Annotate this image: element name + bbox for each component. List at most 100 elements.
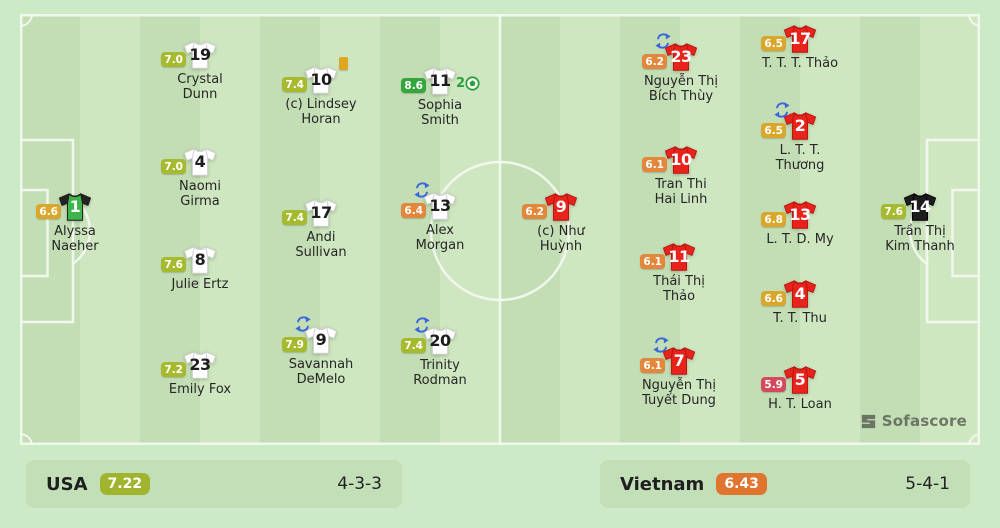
player-marker[interactable]: 13 6.8 L. T. D. My [734,200,866,247]
player-marker[interactable]: 20 7.4 Trinity Rodman [374,317,506,388]
player-marker[interactable]: 17 7.4 Andi Sullivan [255,198,387,260]
jersey-icon [664,146,698,174]
player-marker[interactable]: 4 6.6 T. T. Thu [734,279,866,326]
player-marker[interactable]: 5 5.9 H. T. Loan [734,365,866,412]
player-rating-badge: 6.4 [401,203,426,218]
jersey-icon [662,243,696,271]
player-name: Julie Ertz [171,277,229,292]
player-name: Trần Thị Kim Thanh [885,224,955,254]
substitution-icon-wrap [653,337,669,357]
player-marker[interactable]: 8 7.6 Julie Ertz [134,245,266,292]
jersey-number: 10 [670,150,692,169]
player-rating-badge: 7.4 [282,77,307,92]
jersey-icon [183,148,217,176]
bottom-bar: USA 7.22 4-3-3 Vietnam 6.43 5-4-1 [0,446,1000,528]
team-summary-home[interactable]: USA 7.22 4-3-3 [26,460,402,508]
player-name: Sophia Smith [417,98,463,128]
watermark-label: Sofascore [881,412,967,430]
player-rating-badge: 6.2 [522,204,547,219]
jersey-icon [544,193,578,221]
player-marker[interactable]: 4 7.0 Naomi Girma [134,147,266,209]
player-rating-badge: 7.6 [161,257,186,272]
substitution-icon-wrap [295,316,311,336]
player-name: Naomi Girma [179,179,221,209]
jersey-number: 9 [315,330,327,349]
yellow-card-icon [339,57,348,70]
player-name: Thái Thị Thảo [653,274,705,304]
jersey-icon [183,246,217,274]
player-marker[interactable]: 10 7.4 (c) Lindsey Horan [255,57,387,127]
substitution-icon-wrap [774,102,790,122]
player-marker[interactable]: 11 6.1 Thái Thị Thảo [613,242,745,304]
player-marker[interactable]: 9 6.2 (c) Như Huỳnh [495,192,627,254]
jersey-number: 1 [69,197,81,216]
goals-indicator: 2 [456,76,480,91]
jersey-icon [423,192,457,220]
player-rating-badge: 6.6 [36,204,61,219]
home-team-rating-badge: 7.22 [99,473,151,495]
player-rating-badge: 6.6 [761,291,786,306]
player-rating-badge: 6.1 [640,254,665,269]
sofascore-logo-icon [861,414,875,428]
goal-count: 2 [456,76,466,91]
jersey-icon [423,67,457,95]
player-marker[interactable]: 14 7.6 Trần Thị Kim Thanh [854,192,986,254]
player-marker[interactable]: 23 6.2 Nguyễn Thị Bích Thùy [615,33,747,104]
player-name: Alex Morgan [415,223,465,253]
substitution-icon [774,102,790,118]
player-name: (c) Lindsey Horan [285,97,357,127]
player-name: Crystal Dunn [177,72,223,102]
away-team-rating-badge: 6.43 [716,473,767,495]
jersey-number: 5 [794,370,806,389]
player-name: Nguyễn Thị Tuyết Dung [641,378,717,408]
team-summary-away[interactable]: Vietnam 6.43 5-4-1 [600,460,970,508]
home-formation: 4-3-3 [337,474,382,494]
player-marker[interactable]: 23 7.2 Emily Fox [134,350,266,397]
substitution-icon [653,337,669,353]
jersey-icon [304,326,338,354]
jersey-icon [783,366,817,394]
player-rating-badge: 6.2 [642,54,667,69]
player-name: (c) Như Huỳnh [537,224,585,254]
player-name: Tran Thi Hai Linh [654,177,708,207]
sofascore-watermark: Sofascore [861,412,967,430]
jersey-number: 13 [429,196,451,215]
player-rating-badge: 6.1 [642,157,667,172]
player-rating-badge: 7.4 [401,338,426,353]
substitution-icon [655,33,671,49]
player-rating-badge: 7.0 [161,159,186,174]
jersey-number: 23 [189,355,211,374]
player-rating-badge: 7.9 [282,337,307,352]
player-name: L. T. D. My [766,232,834,247]
jersey-number: 13 [789,205,811,224]
jersey-icon [304,199,338,227]
jersey-number: 20 [429,331,451,350]
substitution-icon-wrap [414,317,430,337]
player-marker[interactable]: 2 6.5 L. T. T. Thương [734,102,866,173]
substitution-icon [295,316,311,332]
jersey-number: 14 [909,197,931,216]
jersey-number: 4 [194,152,206,171]
player-name: L. T. T. Thương [775,143,825,173]
player-rating-badge: 7.6 [881,204,906,219]
player-marker[interactable]: 11 8.6 2 Sophia Smith [374,66,506,128]
jersey-number: 11 [429,71,451,90]
player-rating-badge: 6.8 [761,212,786,227]
player-marker[interactable]: 1 6.6 Alyssa Naeher [9,192,141,254]
player-marker[interactable]: 10 6.1 Tran Thi Hai Linh [615,145,747,207]
jersey-icon [783,201,817,229]
jersey-icon [783,25,817,53]
player-marker[interactable]: 9 7.9 Savannah DeMelo [255,316,387,387]
jersey-number: 9 [555,197,567,216]
player-marker[interactable]: 13 6.4 Alex Morgan [374,182,506,253]
player-name: T. T. Thu [773,311,827,326]
player-name: Alyssa Naeher [51,224,99,254]
player-marker[interactable]: 7 6.1 Nguyễn Thị Tuyết Dung [613,337,745,408]
substitution-icon [414,182,430,198]
player-marker[interactable]: 17 6.5 T. T. T. Thảo [734,24,866,71]
jersey-icon [183,351,217,379]
jersey-number: 4 [794,284,806,303]
player-marker[interactable]: 19 7.0 Crystal Dunn [134,40,266,102]
